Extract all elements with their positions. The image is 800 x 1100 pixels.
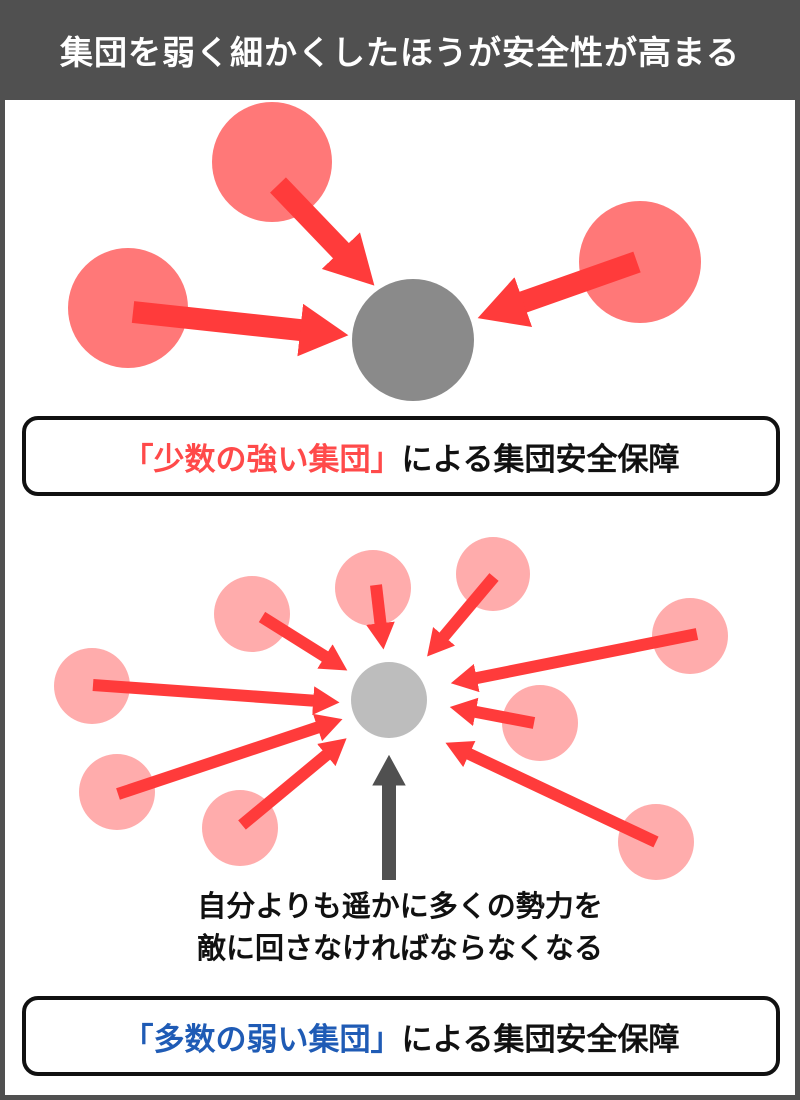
caption-few-strong: 「少数の強い集団」 による集団安全保障 bbox=[22, 416, 780, 496]
pressure-arrow bbox=[477, 251, 641, 327]
weak-group-circle bbox=[79, 754, 155, 830]
caption-text: による集団安全保障 bbox=[401, 1021, 680, 1058]
caption-text: による集団安全保障 bbox=[401, 441, 680, 478]
weak-group-circle bbox=[214, 576, 290, 652]
strong-group-circle bbox=[579, 201, 701, 323]
caption-highlight: 「多数の弱い集団」 bbox=[122, 1021, 402, 1058]
page-title-text: 集団を弱く細かくしたほうが安全性が高まる bbox=[60, 33, 740, 72]
pressure-arrow bbox=[258, 611, 348, 671]
weak-group-circle bbox=[54, 648, 130, 724]
center-group-circle bbox=[351, 662, 427, 738]
caption-highlight: 「少数の強い集団」 bbox=[122, 441, 402, 478]
pressure-arrow bbox=[116, 713, 343, 800]
pressure-arrow bbox=[270, 177, 375, 286]
strong-group-circle bbox=[68, 248, 188, 368]
pressure-arrow bbox=[131, 301, 349, 357]
pressure-arrow bbox=[92, 679, 340, 716]
pressure-arrow bbox=[366, 584, 395, 650]
pressure-arrow bbox=[238, 738, 347, 830]
pressure-arrow bbox=[449, 697, 536, 729]
center-group-circle bbox=[352, 279, 474, 401]
strong-group-circle bbox=[212, 102, 332, 222]
weak-group-circle bbox=[502, 685, 578, 761]
pressure-arrow bbox=[427, 573, 499, 657]
pressure-arrow bbox=[450, 628, 699, 693]
note-line-2: 敵に回さなければならなくなる bbox=[196, 931, 603, 965]
page-title: 集団を弱く細かくしたほうが安全性が高まる bbox=[0, 0, 800, 100]
caption-many-weak: 「多数の弱い集団」 による集団安全保障 bbox=[22, 996, 780, 1076]
pressure-arrow bbox=[445, 741, 659, 848]
note-line-1: 自分よりも遥かに多くの勢力を bbox=[197, 889, 603, 923]
